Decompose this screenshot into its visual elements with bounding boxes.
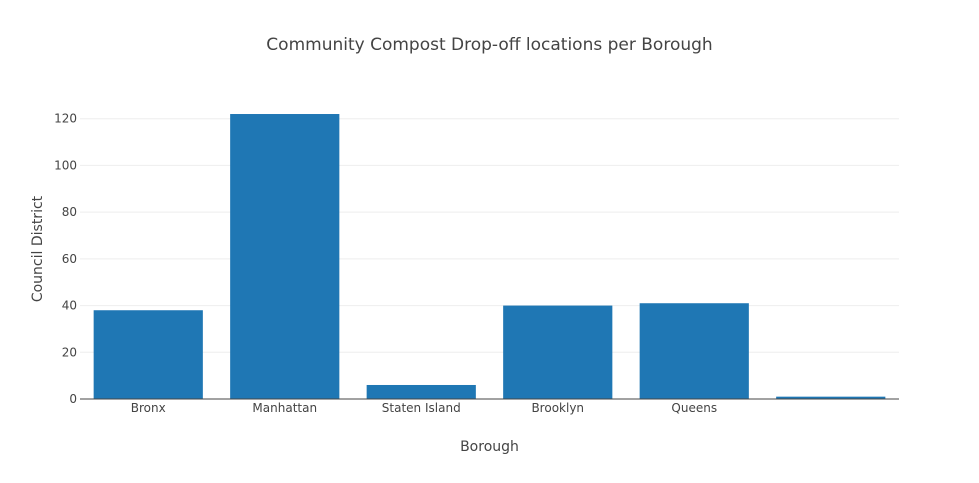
chart-title: Community Compost Drop-off locations per…	[266, 35, 712, 55]
x-tick-label: Staten Island	[382, 401, 461, 415]
y-tick-label: 120	[54, 112, 77, 126]
y-tick-label: 100	[54, 158, 77, 172]
x-axis-ticks: Bronx Manhattan Staten Island Brooklyn Queen…	[131, 401, 717, 415]
y-tick-label: 0	[69, 392, 77, 406]
bar[interactable]	[93, 310, 203, 399]
y-tick-label: 60	[62, 252, 77, 266]
x-tick-label: Brooklyn	[531, 401, 584, 415]
y-axis-ticks: 0 20 40 60 80 100 120	[54, 112, 77, 406]
bar[interactable]	[503, 305, 613, 399]
y-tick-label: 20	[62, 345, 77, 359]
bar[interactable]	[366, 384, 476, 399]
x-axis-title: Borough	[460, 439, 519, 455]
x-tick-label: Bronx	[131, 401, 166, 415]
bars	[93, 114, 886, 399]
bar[interactable]	[776, 396, 886, 399]
y-tick-label: 80	[62, 205, 77, 219]
bar[interactable]	[230, 114, 340, 399]
y-tick-label: 40	[62, 299, 77, 313]
x-tick-label: Queens	[671, 401, 717, 415]
x-tick-label: Manhattan	[252, 401, 317, 415]
y-axis-title: Council District	[30, 195, 46, 302]
gridlines	[80, 118, 899, 353]
bar[interactable]	[639, 303, 749, 399]
